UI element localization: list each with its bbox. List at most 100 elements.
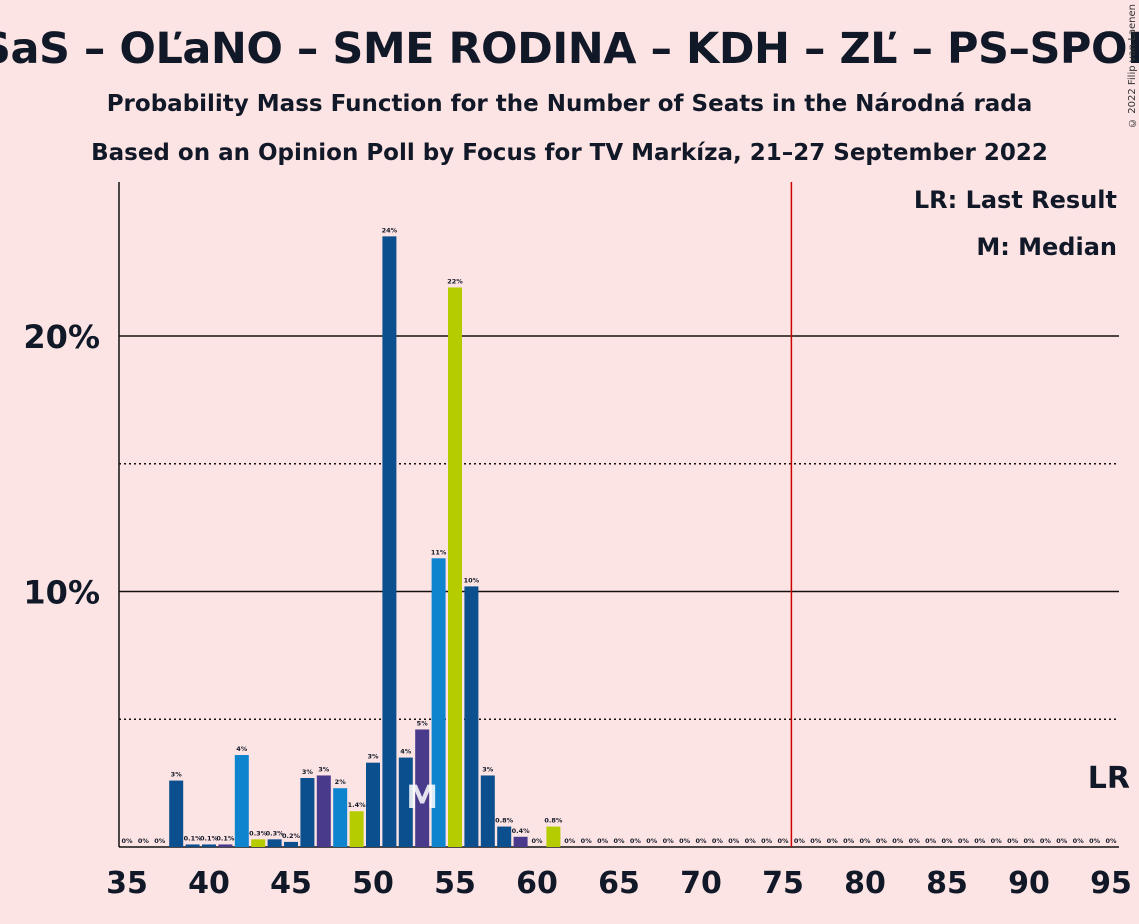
bar-label-65: 0% (613, 837, 625, 845)
bar-label-80: 0% (859, 837, 871, 845)
bar-seat-52 (398, 757, 413, 847)
bar-label-40: 0.1% (200, 834, 219, 842)
bar-label-91: 0% (1040, 837, 1052, 845)
bar-label-36: 0% (138, 837, 150, 845)
bar-label-76: 0% (794, 837, 806, 845)
bar-seat-42 (234, 755, 249, 847)
bar-seat-46 (300, 778, 315, 847)
bar-label-78: 0% (827, 837, 839, 845)
bar-label-86: 0% (958, 837, 970, 845)
legend-median: M: Median (976, 233, 1117, 261)
bar-label-95: 0% (1105, 837, 1117, 845)
bar-label-74: 0% (761, 837, 773, 845)
bar-label-45: 0.2% (282, 832, 301, 840)
bar-seat-56 (464, 586, 479, 847)
x-tick-label: 45 (270, 866, 312, 901)
bar-seat-59 (513, 836, 528, 847)
y-tick-label: 20% (23, 318, 100, 356)
bar-label-70: 0% (695, 837, 707, 845)
chart-title: SaS – OĽaNO – SME RODINA – KDH – ZĽ – PS… (0, 24, 1139, 74)
bar-label-47: 3% (318, 765, 330, 773)
x-tick-label: 85 (926, 866, 968, 901)
last-result-marker: LR (1088, 761, 1130, 796)
bar-label-66: 0% (630, 837, 642, 845)
bar-label-63: 0% (581, 837, 593, 845)
bar-label-89: 0% (1007, 837, 1019, 845)
bar-seat-55 (448, 287, 462, 848)
bar-label-94: 0% (1089, 837, 1101, 845)
bar-label-58: 0.8% (495, 817, 514, 825)
bar-label-46: 3% (302, 768, 314, 776)
bar-label-49: 1.4% (348, 801, 367, 809)
x-tick-label: 95 (1090, 866, 1132, 901)
bar-label-88: 0% (991, 837, 1003, 845)
bar-label-60: 0% (531, 837, 543, 845)
bar-seat-44 (267, 839, 282, 847)
bar-label-83: 0% (909, 837, 921, 845)
x-tick-label: 40 (188, 866, 230, 901)
bar-label-68: 0% (663, 837, 675, 845)
bar-label-62: 0% (564, 837, 576, 845)
bar-seat-47 (316, 775, 331, 847)
bar-label-38: 3% (171, 771, 183, 779)
bar-label-82: 0% (892, 837, 904, 845)
bar-label-54: 11% (431, 548, 447, 556)
bar-label-72: 0% (728, 837, 740, 845)
bar-label-59: 0.4% (512, 827, 531, 835)
bar-label-90: 0% (1023, 837, 1035, 845)
bar-seat-50 (366, 762, 380, 847)
bar-label-53: 5% (417, 719, 429, 727)
bar-seat-38 (169, 780, 184, 847)
bar-label-39: 0.1% (184, 834, 203, 842)
bar-label-77: 0% (810, 837, 822, 845)
bar-label-92: 0% (1056, 837, 1068, 845)
bar-label-50: 3% (367, 753, 379, 761)
bar-seat-49 (349, 811, 364, 847)
bar-label-55: 22% (447, 277, 463, 285)
x-tick-label: 65 (598, 866, 640, 901)
bar-label-52: 4% (400, 748, 412, 756)
bar-label-44: 0.3% (266, 829, 285, 837)
bar-label-81: 0% (876, 837, 888, 845)
bar-label-69: 0% (679, 837, 691, 845)
y-tick-label: 10% (23, 574, 100, 612)
bar-label-37: 0% (154, 837, 166, 845)
bar-seat-57 (480, 775, 495, 847)
x-tick-label: 35 (106, 866, 148, 901)
bar-seat-54 (431, 558, 446, 847)
bar-label-87: 0% (974, 837, 986, 845)
bar-seat-58 (497, 826, 512, 847)
bar-label-93: 0% (1073, 837, 1085, 845)
bar-seat-39 (185, 844, 200, 847)
bar-label-79: 0% (843, 837, 855, 845)
bar-label-48: 2% (335, 778, 347, 786)
bar-seat-43 (251, 839, 266, 847)
chart-subtitle: Probability Mass Function for the Number… (106, 91, 1033, 117)
x-tick-label: 90 (1008, 866, 1050, 901)
x-tick-label: 70 (680, 866, 722, 901)
bar-label-64: 0% (597, 837, 609, 845)
bar-label-71: 0% (712, 837, 724, 845)
bar-label-84: 0% (925, 837, 937, 845)
bar-label-41: 0.1% (216, 834, 235, 842)
bar-label-57: 3% (482, 765, 494, 773)
bar-label-51: 24% (382, 226, 398, 234)
x-tick-label: 55 (434, 866, 476, 901)
bar-label-61: 0.8% (544, 817, 563, 825)
bar-label-75: 0% (777, 837, 789, 845)
bar-label-56: 10% (464, 576, 480, 584)
x-tick-label: 60 (516, 866, 558, 901)
bar-label-43: 0.3% (249, 829, 268, 837)
bar-seat-48 (333, 788, 348, 847)
poll-source: Based on an Opinion Poll by Focus for TV… (91, 140, 1048, 166)
bar-label-73: 0% (745, 837, 757, 845)
x-tick-label: 75 (762, 866, 804, 901)
bar-seat-45 (284, 841, 298, 847)
bar-seat-40 (202, 844, 216, 847)
legend-last-result: LR: Last Result (913, 186, 1117, 214)
x-tick-label: 50 (352, 866, 394, 901)
bar-label-85: 0% (941, 837, 953, 845)
bar-label-35: 0% (121, 837, 133, 845)
bar-label-67: 0% (646, 837, 658, 845)
